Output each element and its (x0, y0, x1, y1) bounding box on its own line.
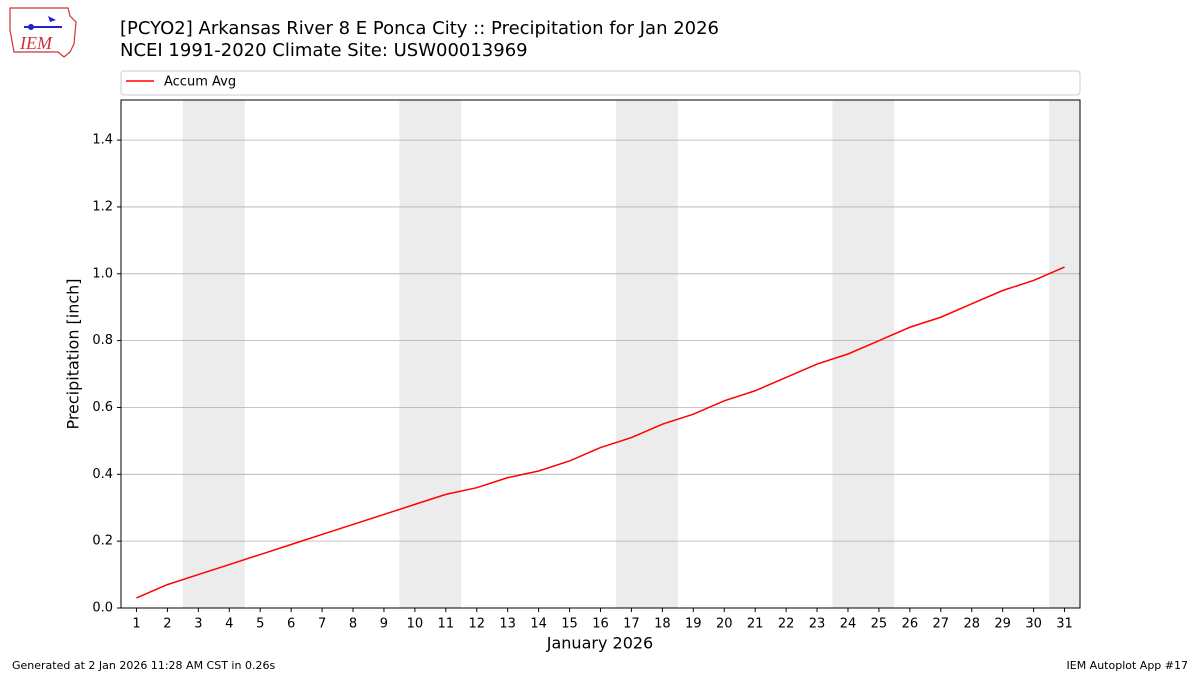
logo: IEM (9, 7, 77, 58)
weekend-band (182, 100, 245, 608)
x-tick-label: 22 (778, 617, 795, 632)
x-tick-label: 10 (407, 617, 424, 632)
y-tick-label: 0.6 (92, 400, 113, 415)
x-tick-label: 30 (1025, 617, 1042, 632)
x-tick-label: 12 (468, 617, 485, 632)
footer-left: Generated at 2 Jan 2026 11:28 AM CST in … (12, 659, 275, 672)
chart-subtitle: NCEI 1991-2020 Climate Site: USW00013969 (120, 40, 528, 61)
chart-title: [PCYO2] Arkansas River 8 E Ponca City ::… (120, 18, 719, 39)
y-tick-label: 1.2 (92, 199, 113, 214)
y-tick-label: 1.4 (92, 133, 113, 148)
x-tick-label: 7 (318, 617, 326, 632)
data-line (136, 266, 1065, 599)
y-tick-label: 0.8 (92, 333, 113, 348)
weekend-band (1049, 100, 1080, 608)
x-tick-label: 9 (380, 617, 388, 632)
weekend-band (615, 100, 678, 608)
x-tick-label: 6 (287, 617, 295, 632)
legend-label: Accum Avg (164, 75, 236, 90)
footer-right: IEM Autoplot App #17 (1067, 659, 1189, 672)
x-tick-label: 4 (225, 617, 233, 632)
x-axis-label: January 2026 (546, 634, 653, 653)
weekend-band (832, 100, 895, 608)
y-tick-label: 0.2 (92, 534, 113, 549)
plot-frame (120, 99, 1081, 609)
x-tick-label: 8 (349, 617, 357, 632)
y-axis-label: Precipitation [inch] (64, 278, 83, 429)
y-tick-label: 0.4 (92, 467, 113, 482)
x-tick-label: 23 (809, 617, 826, 632)
x-tick-label: 5 (256, 617, 264, 632)
x-tick-label: 26 (902, 617, 919, 632)
x-tick-label: 20 (716, 617, 733, 632)
x-tick-label: 17 (623, 617, 640, 632)
x-tick-label: 16 (592, 617, 609, 632)
x-tick-label: 28 (963, 617, 980, 632)
x-tick-label: 25 (871, 617, 888, 632)
y-tick-label: 1.0 (92, 266, 113, 281)
logo-text: IEM (19, 33, 53, 53)
x-tick-label: 13 (499, 617, 516, 632)
x-tick-label: 27 (933, 617, 950, 632)
x-tick-label: 15 (561, 617, 578, 632)
x-tick-label: 2 (163, 617, 171, 632)
x-tick-label: 11 (438, 617, 455, 632)
weekend-band (399, 100, 462, 608)
x-tick-label: 19 (685, 617, 702, 632)
y-tick-label: 0.0 (92, 601, 113, 616)
x-tick-label: 3 (194, 617, 202, 632)
x-tick-label: 31 (1056, 617, 1073, 632)
legend-box (120, 70, 1081, 96)
x-tick-label: 18 (654, 617, 671, 632)
x-tick-label: 1 (132, 617, 140, 632)
x-tick-label: 29 (994, 617, 1011, 632)
x-tick-label: 24 (840, 617, 857, 632)
x-tick-label: 21 (747, 617, 764, 632)
x-tick-label: 14 (530, 617, 547, 632)
